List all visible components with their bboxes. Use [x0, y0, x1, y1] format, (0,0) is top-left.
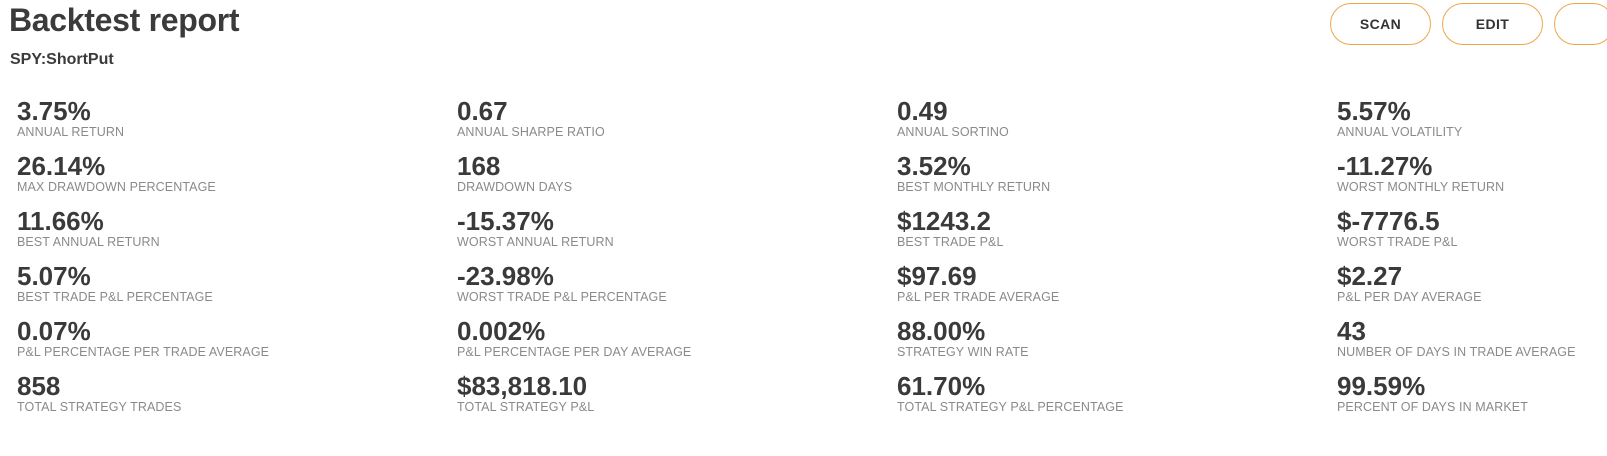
- metric-label: NUMBER OF DAYS IN TRADE AVERAGE: [1337, 345, 1576, 359]
- metric-label: MAX DRAWDOWN PERCENTAGE: [17, 180, 216, 194]
- metric-label: WORST ANNUAL RETURN: [457, 235, 614, 249]
- metric-label: WORST MONTHLY RETURN: [1337, 180, 1505, 194]
- metric-value: 5.07%: [17, 261, 91, 291]
- metric-value: -11.27%: [1337, 151, 1433, 181]
- metric-label: BEST TRADE P&L PERCENTAGE: [17, 290, 213, 304]
- metric-value: 43: [1337, 316, 1366, 346]
- metric-value: 11.66%: [17, 206, 104, 236]
- metric-value: 26.14%: [17, 151, 106, 181]
- metric-value: 858: [17, 371, 61, 401]
- metric-label: TOTAL STRATEGY P&L PERCENTAGE: [897, 400, 1124, 414]
- metric-max-drawdown-percentage: 26.14% MAX DRAWDOWN PERCENTAGE: [17, 151, 457, 206]
- metric-total-strategy-trades: 858 TOTAL STRATEGY TRADES: [17, 371, 457, 426]
- metric-pnl-per-trade-average: $97.69 P&L PER TRADE AVERAGE: [897, 261, 1337, 316]
- metric-total-strategy-pnl-percentage: 61.70% TOTAL STRATEGY P&L PERCENTAGE: [897, 371, 1337, 426]
- metric-value: $97.69: [897, 261, 977, 291]
- metric-value: 0.002%: [457, 316, 546, 346]
- metric-label: STRATEGY WIN RATE: [897, 345, 1029, 359]
- metric-label: PERCENT OF DAYS IN MARKET: [1337, 400, 1528, 414]
- metric-value: $-7776.5: [1337, 206, 1440, 236]
- metric-days-in-trade-average: 43 NUMBER OF DAYS IN TRADE AVERAGE: [1337, 316, 1607, 371]
- metric-total-strategy-pnl: $83,818.10 TOTAL STRATEGY P&L: [457, 371, 897, 426]
- metric-worst-trade-pnl-percentage: -23.98% WORST TRADE P&L PERCENTAGE: [457, 261, 897, 316]
- metric-worst-trade-pnl: $-7776.5 WORST TRADE P&L: [1337, 206, 1607, 261]
- edit-button[interactable]: EDIT: [1442, 3, 1543, 45]
- metric-value: $83,818.10: [457, 371, 588, 401]
- metric-annual-return: 3.75% ANNUAL RETURN: [17, 96, 457, 151]
- metrics-grid: 3.75% ANNUAL RETURN 0.67 ANNUAL SHARPE R…: [17, 96, 1607, 426]
- metric-label: BEST TRADE P&L: [897, 235, 1004, 249]
- metric-best-trade-pnl-percentage: 5.07% BEST TRADE P&L PERCENTAGE: [17, 261, 457, 316]
- metric-label: P&L PER TRADE AVERAGE: [897, 290, 1060, 304]
- metric-label: WORST TRADE P&L PERCENTAGE: [457, 290, 667, 304]
- metric-value: 99.59%: [1337, 371, 1426, 401]
- metric-annual-volatility: 5.57% ANNUAL VOLATILITY: [1337, 96, 1607, 151]
- metric-best-monthly-return: 3.52% BEST MONTHLY RETURN: [897, 151, 1337, 206]
- metric-label: ANNUAL VOLATILITY: [1337, 125, 1463, 139]
- strategy-subtitle: SPY:ShortPut: [10, 51, 114, 68]
- action-bar: SCAN EDIT: [1330, 3, 1607, 45]
- metric-value: $2.27: [1337, 261, 1403, 291]
- metric-label: ANNUAL RETURN: [17, 125, 125, 139]
- metric-pnl-percentage-per-day-average: 0.002% P&L PERCENTAGE PER DAY AVERAGE: [457, 316, 897, 371]
- metric-worst-monthly-return: -11.27% WORST MONTHLY RETURN: [1337, 151, 1607, 206]
- metric-value: 3.52%: [897, 151, 971, 181]
- metric-annual-sharpe-ratio: 0.67 ANNUAL SHARPE RATIO: [457, 96, 897, 151]
- metric-label: BEST MONTHLY RETURN: [897, 180, 1051, 194]
- metric-label: TOTAL STRATEGY P&L: [457, 400, 595, 414]
- metric-best-trade-pnl: $1243.2 BEST TRADE P&L: [897, 206, 1337, 261]
- metric-best-annual-return: 11.66% BEST ANNUAL RETURN: [17, 206, 457, 261]
- metric-worst-annual-return: -15.37% WORST ANNUAL RETURN: [457, 206, 897, 261]
- more-button[interactable]: [1554, 3, 1607, 45]
- metric-value: 0.67: [457, 96, 508, 126]
- metric-value: $1243.2: [897, 206, 991, 236]
- metric-label: P&L PERCENTAGE PER DAY AVERAGE: [457, 345, 692, 359]
- metric-label: ANNUAL SORTINO: [897, 125, 1009, 139]
- metric-pnl-per-day-average: $2.27 P&L PER DAY AVERAGE: [1337, 261, 1607, 316]
- metric-strategy-win-rate: 88.00% STRATEGY WIN RATE: [897, 316, 1337, 371]
- scan-button[interactable]: SCAN: [1330, 3, 1431, 45]
- metric-percent-of-days-in-market: 99.59% PERCENT OF DAYS IN MARKET: [1337, 371, 1607, 426]
- metric-pnl-percentage-per-trade-average: 0.07% P&L PERCENTAGE PER TRADE AVERAGE: [17, 316, 457, 371]
- metric-label: P&L PER DAY AVERAGE: [1337, 290, 1482, 304]
- metric-value: 88.00%: [897, 316, 986, 346]
- metric-label: DRAWDOWN DAYS: [457, 180, 573, 194]
- page-title: Backtest report: [9, 2, 240, 38]
- metric-value: 61.70%: [897, 371, 986, 401]
- metric-value: 5.57%: [1337, 96, 1411, 126]
- metric-annual-sortino: 0.49 ANNUAL SORTINO: [897, 96, 1337, 151]
- metric-value: 0.49: [897, 96, 948, 126]
- metric-value: 168: [457, 151, 501, 181]
- metric-label: P&L PERCENTAGE PER TRADE AVERAGE: [17, 345, 270, 359]
- metric-value: 3.75%: [17, 96, 91, 126]
- metric-label: ANNUAL SHARPE RATIO: [457, 125, 605, 139]
- metric-label: BEST ANNUAL RETURN: [17, 235, 160, 249]
- metric-value: -23.98%: [457, 261, 554, 291]
- metric-label: WORST TRADE P&L: [1337, 235, 1458, 249]
- metric-label: TOTAL STRATEGY TRADES: [17, 400, 182, 414]
- metric-value: 0.07%: [17, 316, 91, 346]
- metric-drawdown-days: 168 DRAWDOWN DAYS: [457, 151, 897, 206]
- metric-value: -15.37%: [457, 206, 554, 236]
